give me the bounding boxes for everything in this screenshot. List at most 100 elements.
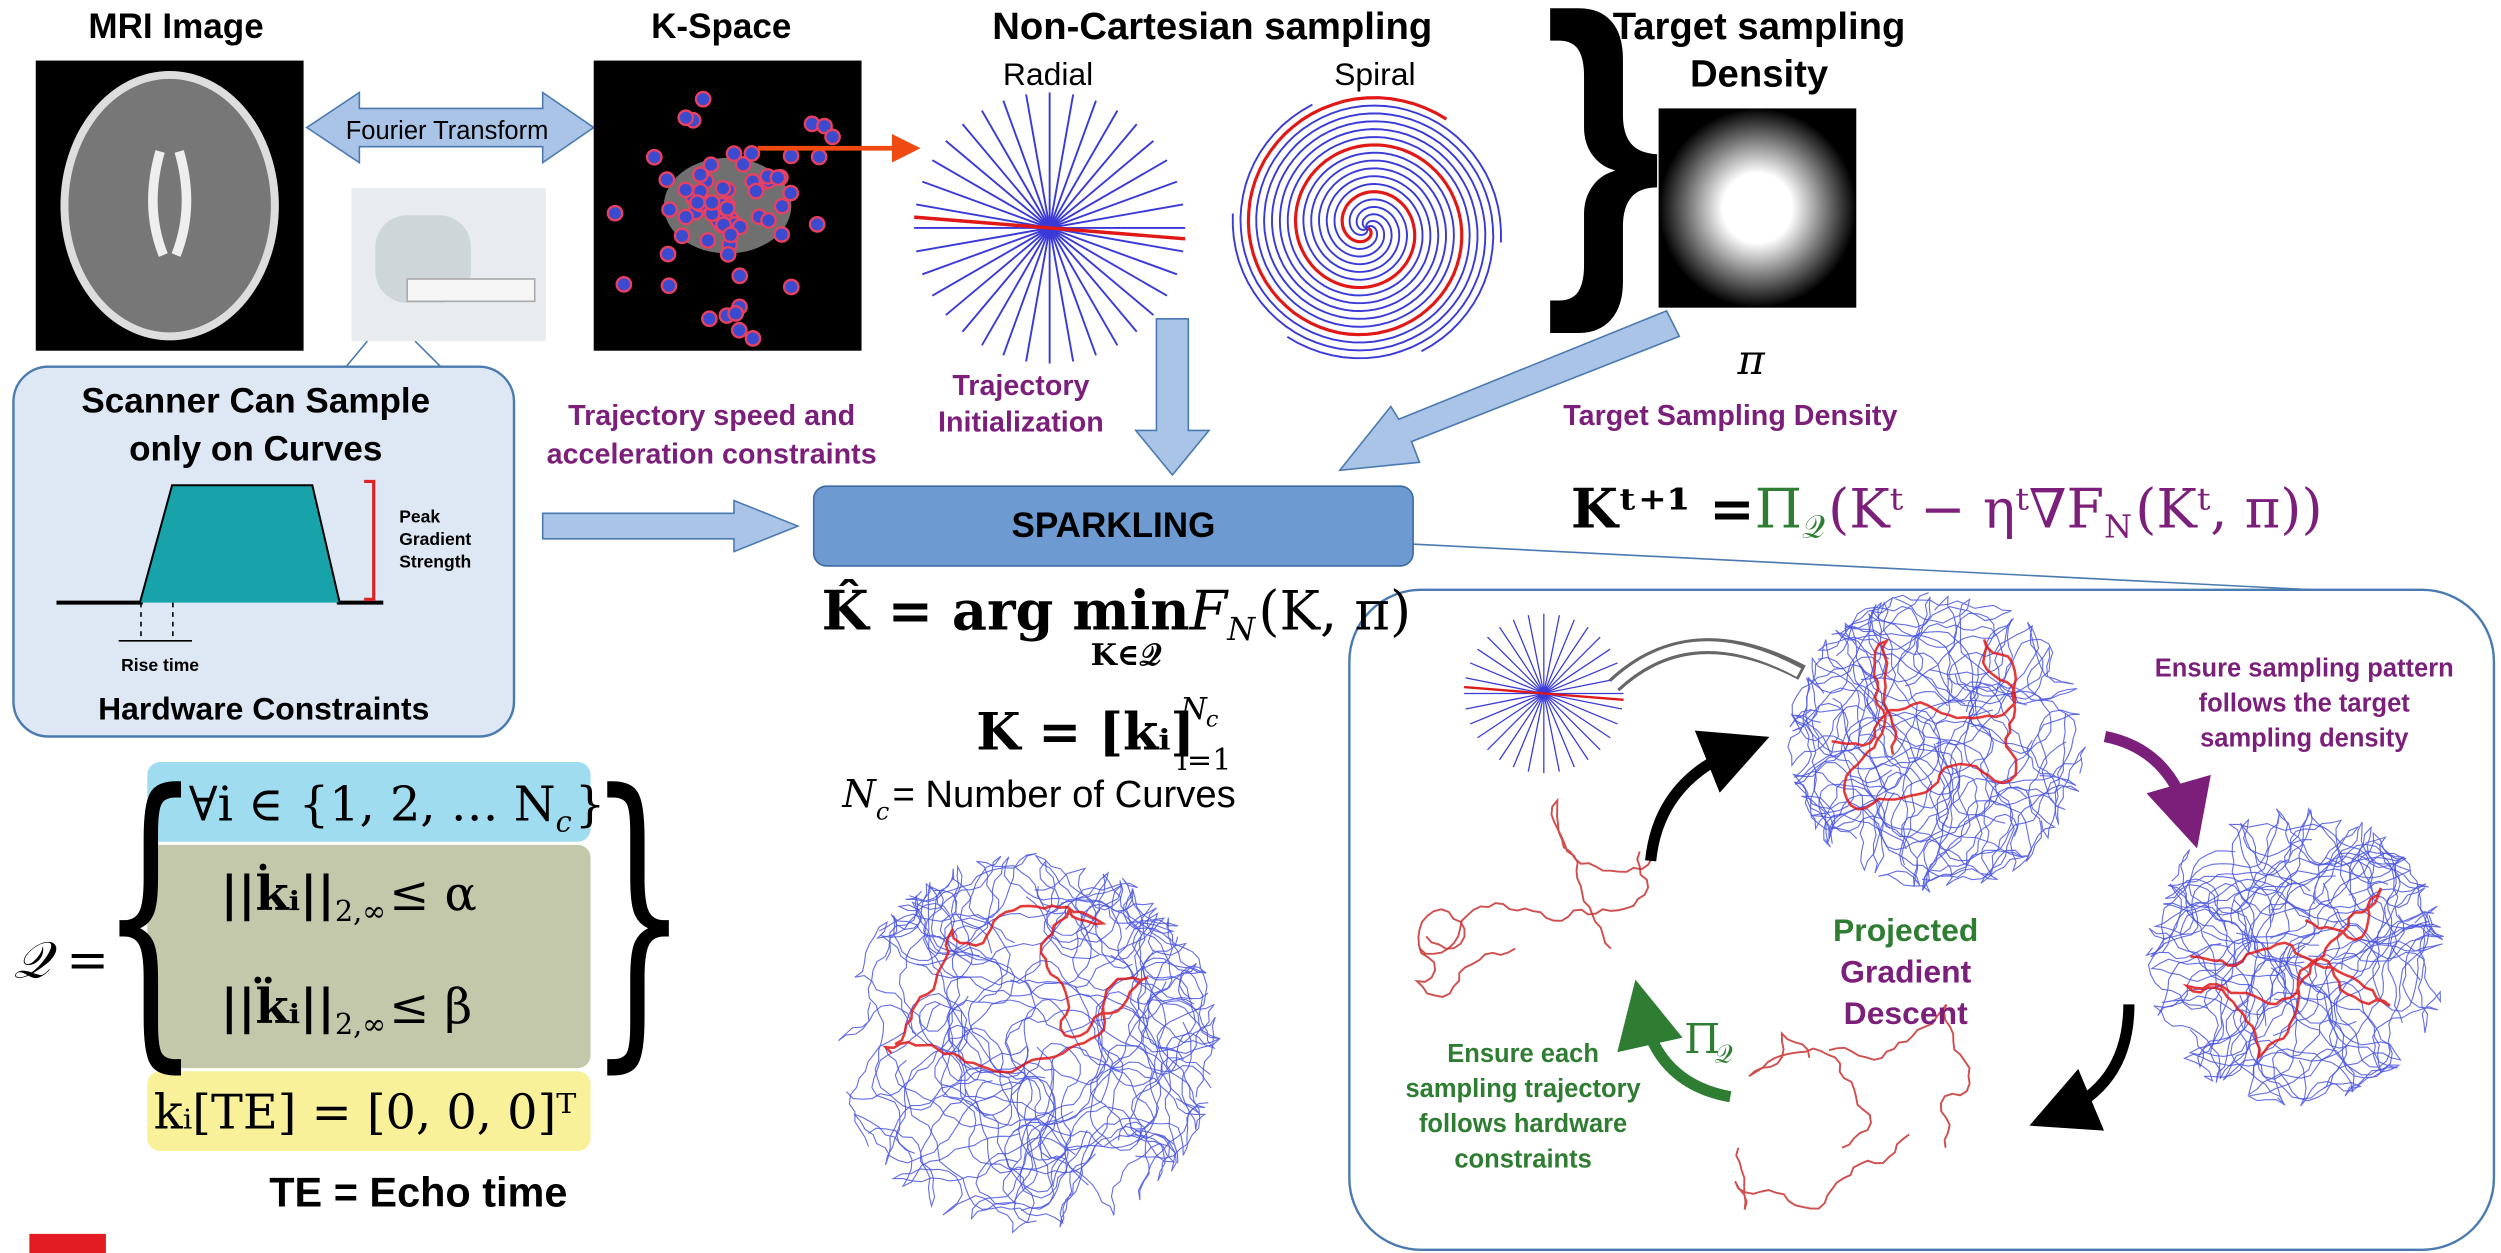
formula-part: kᵢ[TE] = [0, 0, 0]ᵀ <box>154 1085 577 1140</box>
formula-part: Π <box>1755 477 1802 540</box>
brace: } <box>1544 0 1662 337</box>
formula: K̂ = arg min K∈𝒬 F N (K, π) <box>822 578 1411 672</box>
annotation: sampling density <box>2200 724 2409 752</box>
formula-part: 𝒬 <box>1802 508 1825 546</box>
formula-part: Kᵗ⁺¹ = <box>1571 476 1755 540</box>
k-space-dot <box>662 279 676 293</box>
scanner-table <box>407 279 535 301</box>
spiral-trajectory <box>1233 98 1501 358</box>
trajectory <box>882 887 1066 985</box>
k-space-dot <box>675 229 689 243</box>
arrow <box>1340 311 1680 470</box>
k-space-dot <box>745 146 759 160</box>
k-space-dot <box>732 323 746 337</box>
label: Trajectory speed and <box>568 400 855 432</box>
header: Non-Cartesian sampling <box>992 5 1432 48</box>
k-space-dot <box>746 331 760 345</box>
annotation: Ensure each <box>1447 1040 1599 1068</box>
brain <box>64 75 274 336</box>
k-space-dot <box>662 202 676 216</box>
k-space-dot <box>812 150 826 164</box>
sub-header: Radial <box>1003 56 1093 92</box>
k-space-dot <box>696 92 710 106</box>
k-space-dot <box>784 186 798 200</box>
annotation: follows the target <box>2199 689 2411 717</box>
formula-part: ||k̇ᵢ|| <box>221 863 335 922</box>
k-space-dot <box>724 228 738 242</box>
arrow <box>1136 319 1209 475</box>
fourier-label: Fourier Transform <box>346 117 549 145</box>
pi: π <box>1736 336 1765 384</box>
density-image <box>1659 108 1857 307</box>
formula-part: ||k̈ᵢ|| <box>221 976 335 1035</box>
annotation: Strength <box>399 551 471 571</box>
trajectory <box>1017 1047 1210 1215</box>
formula-part: 𝒬 <box>1714 1039 1733 1069</box>
k-space-dot <box>727 146 741 160</box>
k-space-dot <box>617 277 631 291</box>
radial-trajectory <box>914 92 1185 363</box>
formula-part: 𝒬 = <box>13 931 109 990</box>
logo-block <box>29 1234 106 1253</box>
formula-part: 2,∞ <box>335 1007 386 1041</box>
trajectory <box>838 1002 962 1165</box>
sparkling-label: SPARKLING <box>1011 506 1215 545</box>
formula-part: = Number of Curves <box>892 773 1235 816</box>
arrow <box>543 501 798 552</box>
k-space-dot <box>693 167 707 181</box>
k-space-dot <box>690 195 704 209</box>
trajectory <box>1003 1045 1161 1227</box>
header: K-Space <box>651 7 791 46</box>
k-space-dot <box>729 306 743 320</box>
formula-part: (Kᵗ − ηᵗ∇F <box>1828 477 2104 540</box>
k-space-dot <box>647 150 661 164</box>
trajectory <box>854 1096 1066 1187</box>
formula-part: ≤ α <box>389 867 477 922</box>
formula-part: c <box>556 805 572 839</box>
annotation: follows hardware <box>1419 1110 1627 1138</box>
box-footer: Hardware Constraints <box>98 690 429 726</box>
formula: N c = Number of Curves <box>841 772 1235 825</box>
annotation: Gradient <box>1840 953 1971 989</box>
formula: Kᵗ⁺¹ = Π 𝒬 (Kᵗ − ηᵗ∇F N (Kᵗ, π)) <box>1571 476 2323 545</box>
k-space-dot <box>775 199 789 213</box>
header: MRI Image <box>88 7 263 46</box>
formula-part: } <box>575 778 605 833</box>
annotation: Gradient <box>399 529 471 549</box>
annotation: constraints <box>1454 1145 1591 1173</box>
formula-part: (K, π) <box>1258 579 1411 642</box>
note: TE = Echo time <box>269 1169 567 1216</box>
formula-part: F <box>1189 579 1230 642</box>
trajectory <box>949 857 1098 1158</box>
callout <box>1308 539 2376 593</box>
formula-part: K̂ = arg min <box>822 578 1190 642</box>
k-space-dot <box>679 210 693 224</box>
k-space-dot <box>771 170 785 184</box>
formula-part: N <box>2104 508 2132 546</box>
box-title: only on Curves <box>129 429 382 468</box>
k-space-dot <box>721 247 735 261</box>
brace: { <box>100 729 201 1100</box>
diagram: MRI Image K-Space Non-Cartesian sampling… <box>0 0 2501 1253</box>
annotation: Projected <box>1833 912 1978 948</box>
k-space-dot <box>784 149 798 163</box>
label: Initialization <box>938 407 1104 439</box>
k-space-dot <box>608 206 622 220</box>
annotation: Ensure sampling pattern <box>2155 654 2454 682</box>
k-space-dot <box>716 181 730 195</box>
annotation: Descent <box>1844 995 1968 1031</box>
k-space-dot <box>761 213 775 227</box>
k-space-dot <box>661 247 675 261</box>
formula: ∀i ∈ {1, 2, … N c } <box>189 778 606 839</box>
formula-part: N <box>841 772 877 817</box>
annotation: sampling trajectory <box>1405 1075 1641 1103</box>
label: acceleration constraints <box>547 439 877 471</box>
formula-part: (Kᵗ, π)) <box>2135 477 2322 540</box>
k-space-dot <box>679 111 693 125</box>
formula-part: c <box>1206 707 1219 733</box>
k-space-dot <box>660 172 674 186</box>
k-space-dot <box>679 183 693 197</box>
k-space-dot <box>784 280 798 294</box>
k-space-dot <box>825 130 839 144</box>
header: Density <box>1690 53 1829 96</box>
